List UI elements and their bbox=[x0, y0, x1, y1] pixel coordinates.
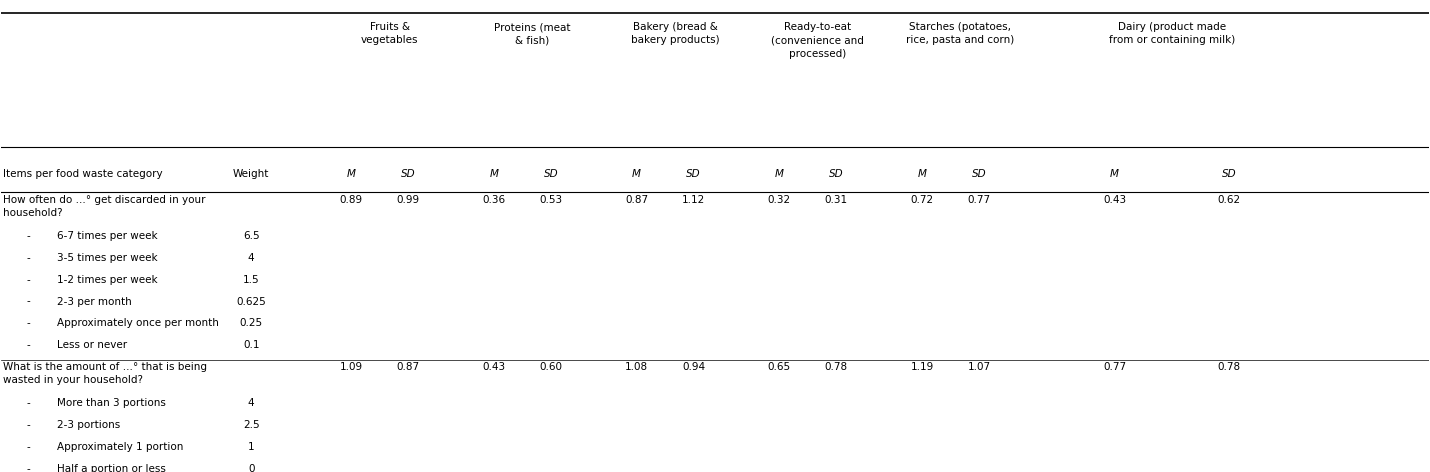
Text: 0.43: 0.43 bbox=[1103, 195, 1127, 205]
Text: 0.94: 0.94 bbox=[682, 362, 705, 372]
Text: 0.89: 0.89 bbox=[339, 195, 363, 205]
Text: SD: SD bbox=[972, 169, 987, 179]
Text: 4: 4 bbox=[247, 253, 255, 263]
Text: 0.32: 0.32 bbox=[768, 195, 791, 205]
Text: 0.72: 0.72 bbox=[911, 195, 934, 205]
Text: 1.09: 1.09 bbox=[339, 362, 363, 372]
Text: Ready-to-eat
(convenience and
processed): Ready-to-eat (convenience and processed) bbox=[771, 22, 864, 59]
Text: 2-3 per month: 2-3 per month bbox=[57, 296, 132, 306]
Text: SD: SD bbox=[543, 169, 558, 179]
Text: Items per food waste category: Items per food waste category bbox=[3, 169, 163, 179]
Text: 1.19: 1.19 bbox=[911, 362, 934, 372]
Text: -: - bbox=[27, 231, 30, 241]
Text: Approximately once per month: Approximately once per month bbox=[57, 319, 219, 329]
Text: SD: SD bbox=[400, 169, 416, 179]
Text: Approximately 1 portion: Approximately 1 portion bbox=[57, 442, 183, 452]
Text: 0: 0 bbox=[247, 464, 255, 472]
Text: 0.77: 0.77 bbox=[1103, 362, 1127, 372]
Text: 0.625: 0.625 bbox=[236, 296, 266, 306]
Text: 0.43: 0.43 bbox=[482, 362, 505, 372]
Text: Proteins (meat
& fish): Proteins (meat & fish) bbox=[495, 22, 571, 45]
Text: 0.25: 0.25 bbox=[240, 319, 263, 329]
Text: SD: SD bbox=[829, 169, 844, 179]
Text: 0.65: 0.65 bbox=[768, 362, 791, 372]
Text: -: - bbox=[27, 319, 30, 329]
Text: Fruits &
vegetables: Fruits & vegetables bbox=[360, 22, 419, 45]
Text: 1.08: 1.08 bbox=[625, 362, 648, 372]
Text: 6.5: 6.5 bbox=[243, 231, 259, 241]
Text: 1-2 times per week: 1-2 times per week bbox=[57, 275, 157, 285]
Text: 1: 1 bbox=[247, 442, 255, 452]
Text: -: - bbox=[27, 253, 30, 263]
Text: More than 3 portions: More than 3 portions bbox=[57, 398, 166, 408]
Text: 2.5: 2.5 bbox=[243, 420, 259, 430]
Text: -: - bbox=[27, 420, 30, 430]
Text: 0.99: 0.99 bbox=[396, 195, 420, 205]
Text: M: M bbox=[489, 169, 498, 179]
Text: 0.87: 0.87 bbox=[625, 195, 648, 205]
Text: SD: SD bbox=[1221, 169, 1236, 179]
Text: -: - bbox=[27, 340, 30, 350]
Text: Weight: Weight bbox=[233, 169, 269, 179]
Text: 3-5 times per week: 3-5 times per week bbox=[57, 253, 157, 263]
Text: Bakery (bread &
bakery products): Bakery (bread & bakery products) bbox=[631, 22, 719, 45]
Text: 1.5: 1.5 bbox=[243, 275, 259, 285]
Text: M: M bbox=[346, 169, 356, 179]
Text: Half a portion or less: Half a portion or less bbox=[57, 464, 166, 472]
Text: Dairy (product made
from or containing milk): Dairy (product made from or containing m… bbox=[1108, 22, 1236, 45]
Text: -: - bbox=[27, 275, 30, 285]
Text: -: - bbox=[27, 296, 30, 306]
Text: Less or never: Less or never bbox=[57, 340, 127, 350]
Text: 0.62: 0.62 bbox=[1217, 195, 1240, 205]
Text: 6-7 times per week: 6-7 times per week bbox=[57, 231, 157, 241]
Text: -: - bbox=[27, 442, 30, 452]
Text: Starches (potatoes,
rice, pasta and corn): Starches (potatoes, rice, pasta and corn… bbox=[907, 22, 1015, 45]
Text: 4: 4 bbox=[247, 398, 255, 408]
Text: 2-3 portions: 2-3 portions bbox=[57, 420, 120, 430]
Text: -: - bbox=[27, 464, 30, 472]
Text: 0.53: 0.53 bbox=[539, 195, 562, 205]
Text: M: M bbox=[632, 169, 641, 179]
Text: 1.07: 1.07 bbox=[968, 362, 991, 372]
Text: 0.87: 0.87 bbox=[396, 362, 420, 372]
Text: 0.77: 0.77 bbox=[968, 195, 991, 205]
Text: M: M bbox=[1110, 169, 1120, 179]
Text: 0.36: 0.36 bbox=[482, 195, 505, 205]
Text: M: M bbox=[918, 169, 927, 179]
Text: What is the amount of …° that is being
wasted in your household?: What is the amount of …° that is being w… bbox=[3, 362, 207, 386]
Text: 0.60: 0.60 bbox=[539, 362, 562, 372]
Text: -: - bbox=[27, 398, 30, 408]
Text: SD: SD bbox=[686, 169, 701, 179]
Text: How often do …° get discarded in your
household?: How often do …° get discarded in your ho… bbox=[3, 195, 206, 218]
Text: 0.78: 0.78 bbox=[1217, 362, 1240, 372]
Text: M: M bbox=[775, 169, 784, 179]
Text: 0.78: 0.78 bbox=[825, 362, 848, 372]
Text: 0.31: 0.31 bbox=[825, 195, 848, 205]
Text: 1.12: 1.12 bbox=[682, 195, 705, 205]
Text: 0.1: 0.1 bbox=[243, 340, 259, 350]
